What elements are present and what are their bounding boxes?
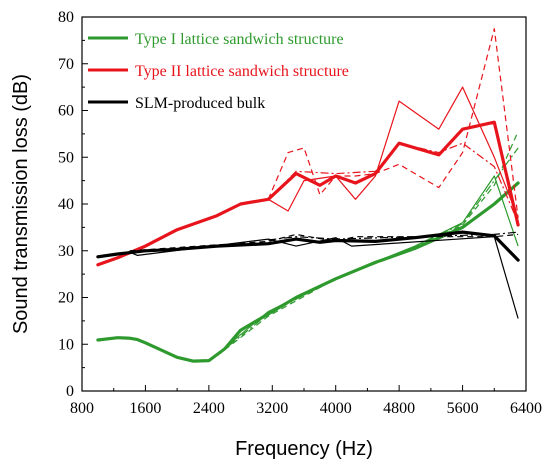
series-mean-line — [96, 230, 520, 262]
y-tick-label: 20 — [58, 290, 74, 307]
y-tick-label: 50 — [58, 149, 74, 166]
x-tick-label: 4800 — [383, 400, 415, 417]
series-layer — [96, 28, 520, 363]
y-tick-label: 70 — [58, 56, 74, 73]
series-mean-line — [96, 181, 520, 363]
y-tick-label: 0 — [66, 383, 74, 400]
y-axis-title: Sound transmission loss (dB) — [10, 74, 32, 334]
axis-ticks: 800 1600 2400 3200 4000 4800 5600 6400 0 10 20 30 40… — [58, 9, 542, 417]
series-group — [96, 28, 520, 267]
y-tick-label: 80 — [58, 9, 74, 26]
series-sample-line — [216, 131, 519, 357]
legend-label: SLM-produced bulk — [135, 95, 265, 112]
series-group — [96, 230, 520, 319]
y-tick-label: 40 — [58, 196, 74, 213]
series-sample-line — [267, 142, 519, 223]
legend: Type I lattice sandwich structure Type II… — [88, 31, 349, 112]
x-tick-label: 1600 — [129, 400, 161, 417]
series-sample-line — [216, 175, 519, 355]
x-tick-label: 5600 — [447, 400, 479, 417]
legend-label: Type I lattice sandwich structure — [135, 31, 344, 48]
y-tick-label: 10 — [58, 336, 74, 353]
x-tick-label: 3200 — [256, 400, 288, 417]
y-tick-label: 60 — [58, 103, 74, 120]
x-tick-label: 800 — [70, 400, 94, 417]
x-tick-label: 4000 — [320, 400, 352, 417]
legend-label: Type II lattice sandwich structure — [135, 63, 349, 80]
series-group — [96, 131, 520, 363]
x-tick-label: 6400 — [510, 400, 542, 417]
series-mean-line — [96, 120, 520, 267]
x-tick-label: 2400 — [193, 400, 225, 417]
x-axis-title: Frequency (Hz) — [235, 438, 373, 460]
series-sample-line — [267, 86, 519, 219]
y-tick-label: 30 — [58, 243, 74, 260]
series-sample-line — [267, 28, 519, 219]
